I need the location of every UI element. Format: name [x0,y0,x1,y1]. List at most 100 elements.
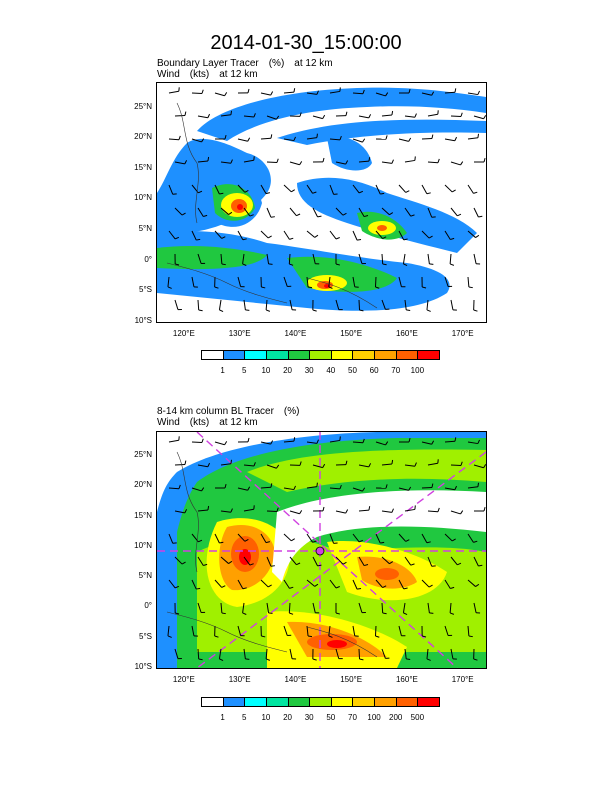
wind-barb-flag [296,213,301,217]
wind-barb [306,533,314,543]
wind-barb [444,184,453,193]
wind-barb [237,579,244,589]
wind-barb [191,138,202,143]
wind-barb-flag [174,585,180,589]
wind-barb [266,253,270,264]
wind-barb [288,602,291,614]
wind-barb [265,648,268,660]
wind-barb-flag [174,236,180,240]
wind-barb [243,464,254,467]
wind-barb [306,579,315,587]
wind-barb [306,276,309,287]
lon-label: 120°E [172,675,195,684]
wind-barb-flag [265,658,271,661]
wind-barb-flag [314,234,319,238]
panel-1-colorbar: 1 5 10 20 30 40 50 60 70 100 [201,350,440,380]
wind-barb-flag [389,561,394,565]
wind-barb-flag [364,215,369,218]
wind-barb [335,648,340,659]
wind-barb-flag [276,115,280,120]
colorbar-swatch [374,697,397,707]
wind-barb [467,230,476,238]
wind-barb [450,299,454,310]
wind-barb [174,161,185,165]
wind-barb-flag [460,161,464,166]
wind-barb-flag [403,238,408,241]
wind-barb [450,207,458,217]
wind-barb-flag [228,211,233,215]
colorbar-tick-label: 40 [326,366,336,375]
wind-barb-flag [221,236,226,239]
wind-barb-flag [178,135,181,140]
wind-barb-flag [468,635,473,638]
wind-barb [473,115,484,120]
wind-barb [467,579,476,587]
lat-label: 20°N [134,480,152,490]
wind-barb [375,533,381,544]
wind-barb [174,648,179,659]
wind-barb [427,556,433,567]
wind-barb [421,137,433,140]
wind-barb-flag [449,612,455,615]
wind-barb [374,625,377,637]
panel-2-wind-level: at 12 km [219,417,258,428]
wind-barb-flag [356,239,362,241]
panel-1-field-plot [157,87,486,312]
wind-barb [329,579,337,589]
colorbar-swatch [309,697,332,707]
wind-barb [197,509,208,512]
wind-barb [358,648,361,660]
colorbar-tick-label: 50 [348,366,357,375]
colorbar-swatch [244,350,267,360]
panel-2-target-marker [315,546,325,556]
panel-1-map [156,82,487,323]
lat-label: 15°N [134,510,152,520]
wind-barb [444,230,451,240]
wind-barb-flag [451,538,456,542]
wind-barb [191,441,203,444]
lat-label: 25°N [134,450,152,460]
panel-2-map [156,431,487,669]
wind-barb-flag [221,263,226,266]
wind-barb-flag [207,462,211,467]
wind-barb-flag [385,92,389,97]
wind-barb [312,464,323,469]
wind-barb [220,253,223,265]
wind-barb-flag [368,506,371,511]
wind-barb [243,508,254,512]
panel-2-wind-units: (kts) [189,417,210,428]
wind-barb-flag [198,539,203,543]
wind-barb-flag [454,88,457,93]
wind-barb-flag [339,135,342,141]
wind-barb [328,276,331,287]
wind-barb-flag [429,612,434,614]
panel-2-coastlines [166,451,378,658]
wind-barb [352,184,360,194]
wind-barb [197,648,200,660]
wind-barb-flag [391,459,394,465]
wind-barb [421,533,428,543]
wind-barb [381,114,392,117]
lon-label: 150°E [340,329,363,338]
lat-label: 10°S [134,316,152,325]
wind-barb [381,253,384,265]
wind-barb-flag [322,157,325,162]
colorbar-swatch [244,697,267,707]
wind-barb-flag [299,461,302,466]
wind-barb [427,253,430,264]
wind-barb [467,276,470,288]
wind-barb [214,92,225,97]
wind-barb [289,161,300,166]
wind-barb [174,556,183,565]
wind-barb-flag [460,510,464,515]
wind-barb-flag [224,484,227,489]
wind-barb-flag [460,112,463,117]
wind-barb [243,648,246,659]
wind-barb-flag [358,539,364,543]
wind-barb [283,440,295,443]
wind-barb-flag [221,612,226,615]
wind-barb [473,207,479,218]
wind-barb-flag [296,562,301,566]
wind-barb-flag [247,137,251,142]
wind-barb [402,253,406,264]
